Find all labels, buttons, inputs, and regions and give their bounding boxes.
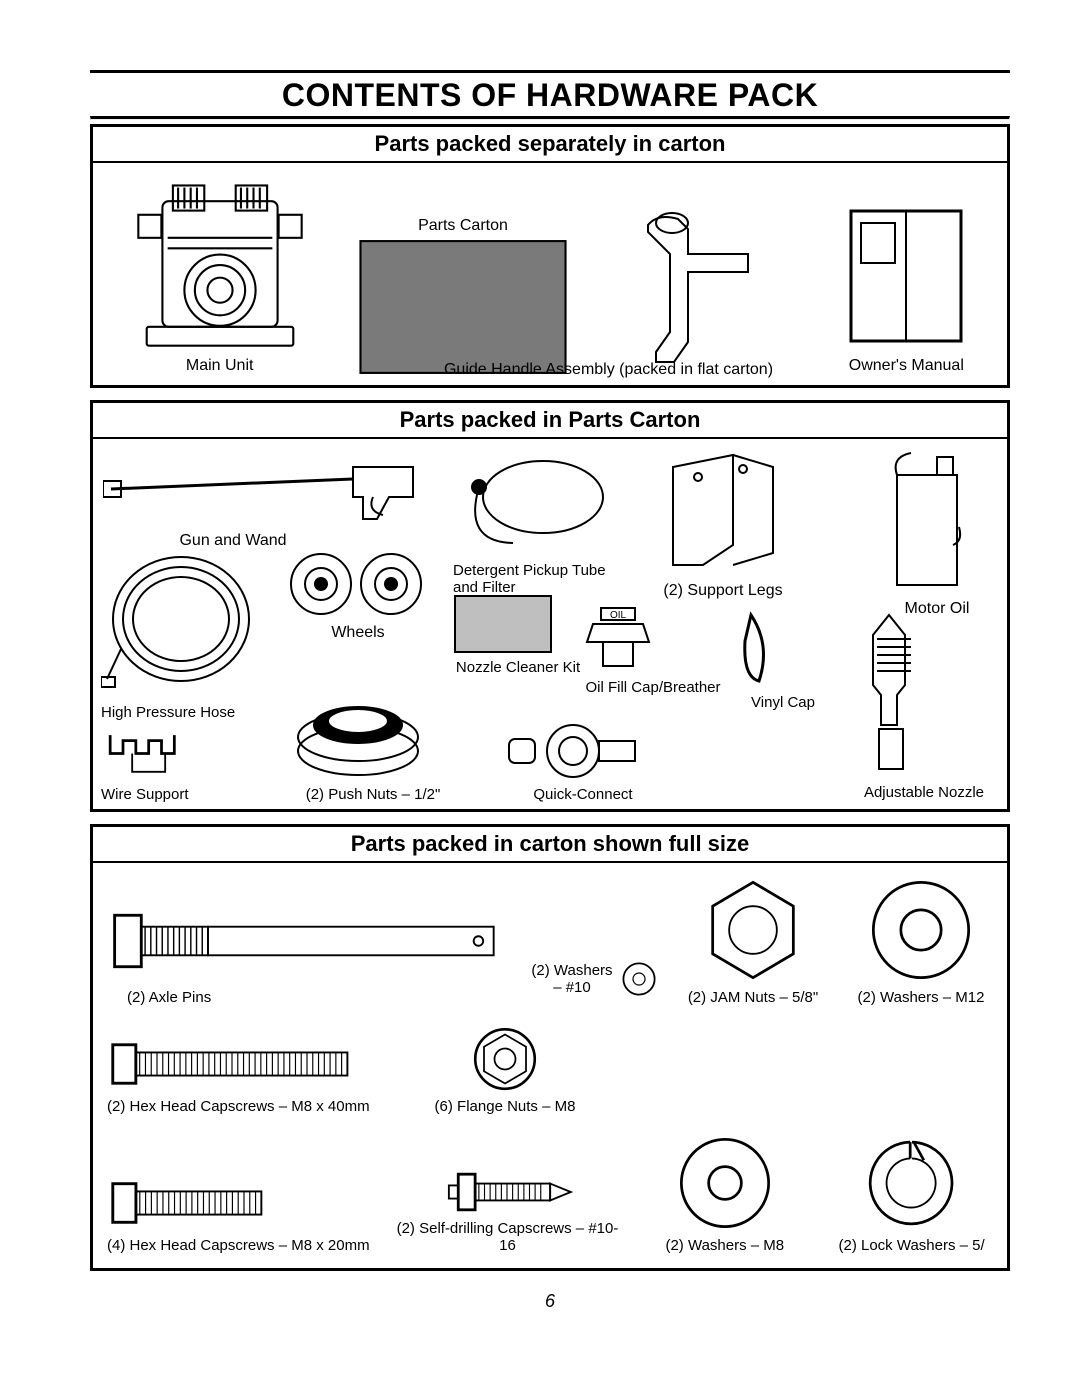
vinyl-cap-label: Vinyl Cap	[733, 694, 833, 711]
vinyl-cap-icon	[733, 609, 783, 689]
section-full-size-header: Parts packed in carton shown full size	[93, 827, 1007, 863]
item-washers-10: (2) Washers – #10	[531, 952, 657, 1006]
hose-icon	[101, 539, 261, 699]
item-hose: High Pressure Hose	[101, 539, 271, 721]
detergent-icon	[453, 447, 613, 557]
item-flange-nuts: (6) Flange Nuts – M8	[417, 1024, 593, 1115]
item-washers-m8: (2) Washers – M8	[643, 1133, 806, 1254]
item-gun-wand: Gun and Wand	[103, 457, 443, 550]
self-drilling-icon	[432, 1168, 582, 1216]
nozzle-cleaner-label: Nozzle Cleaner Kit	[453, 659, 583, 676]
motor-oil-icon	[877, 445, 977, 595]
washers-m8-label: (2) Washers – M8	[665, 1237, 784, 1254]
wheels-icon	[283, 549, 433, 619]
hose-label: High Pressure Hose	[101, 704, 271, 721]
hex-m8-40-icon	[107, 1035, 357, 1093]
item-oil-fill: OIL Oil Fill Cap/Breather	[573, 604, 733, 696]
jam-nuts-label: (2) JAM Nuts – 5/8"	[688, 989, 818, 1006]
owners-manual-icon	[841, 203, 971, 353]
item-main-unit: Main Unit	[107, 175, 332, 375]
section-full-size: Parts packed in carton shown full size (…	[90, 824, 1010, 1271]
owners-manual-label: Owner's Manual	[849, 357, 964, 375]
main-unit-icon	[125, 175, 315, 353]
item-support-legs: (2) Support Legs	[643, 447, 803, 600]
section-parts-carton-header: Parts packed in Parts Carton	[93, 403, 1007, 439]
title-underline	[90, 116, 1010, 120]
wire-support-label: Wire Support	[101, 786, 251, 803]
oil-fill-icon: OIL	[573, 604, 663, 674]
parts-carton-icon	[358, 239, 568, 375]
item-self-drilling: (2) Self-drilling Capscrews – #10-16	[396, 1168, 620, 1254]
quick-connect-icon	[503, 721, 643, 781]
item-detergent: Detergent Pickup Tube and Filter	[453, 447, 623, 596]
washers-m8-icon	[675, 1133, 775, 1233]
item-nozzle-cleaner: Nozzle Cleaner Kit	[453, 594, 583, 676]
lock-washers-icon	[862, 1133, 962, 1233]
item-guide-handle	[594, 205, 802, 375]
svg-text:OIL: OIL	[610, 610, 627, 621]
item-hex-m8-20: (4) Hex Head Capscrews – M8 x 20mm	[107, 1174, 372, 1254]
item-axle-pins: (2) Axle Pins	[107, 898, 507, 1006]
top-rule	[90, 70, 1010, 73]
flange-nuts-icon	[470, 1024, 540, 1094]
support-legs-label: (2) Support Legs	[643, 582, 803, 600]
jam-nuts-icon	[698, 875, 808, 985]
item-adjustable-nozzle: Adjustable Nozzle	[849, 609, 999, 801]
nozzle-cleaner-icon	[453, 594, 553, 654]
item-push-nuts: (2) Push Nuts – 1/2"	[288, 681, 458, 803]
axle-pins-icon	[107, 898, 507, 984]
lock-washers-label: (2) Lock Washers – 5/	[839, 1237, 985, 1254]
wheels-label: Wheels	[283, 624, 433, 642]
hex-m8-40-label: (2) Hex Head Capscrews – M8 x 40mm	[107, 1098, 393, 1115]
washers-10-label: (2) Washers – #10	[531, 962, 613, 996]
oil-fill-label: Oil Fill Cap/Breather	[573, 679, 733, 696]
item-washers-m12: (2) Washers – M12	[849, 875, 993, 1006]
wire-support-icon	[101, 726, 211, 781]
page-number: 6	[90, 1291, 1010, 1312]
washers-m12-icon	[866, 875, 976, 985]
section-separate: Parts packed separately in carton	[90, 124, 1010, 388]
item-parts-carton: Parts Carton	[350, 217, 575, 375]
support-legs-icon	[643, 447, 793, 577]
section-separate-header: Parts packed separately in carton	[93, 127, 1007, 163]
flange-nuts-label: (6) Flange Nuts – M8	[435, 1098, 576, 1115]
washers-10-icon	[621, 952, 657, 1006]
item-vinyl-cap: Vinyl Cap	[733, 609, 833, 711]
detergent-label: Detergent Pickup Tube and Filter	[453, 562, 623, 596]
parts-carton-label: Parts Carton	[418, 217, 508, 235]
guide-handle-label: Guide Handle Assembly (packed in flat ca…	[444, 361, 773, 379]
quick-connect-label: Quick-Connect	[503, 786, 663, 803]
item-jam-nuts: (2) JAM Nuts – 5/8"	[681, 875, 825, 1006]
item-hex-m8-40: (2) Hex Head Capscrews – M8 x 40mm	[107, 1035, 393, 1115]
guide-handle-icon	[618, 205, 778, 375]
item-owners-manual: Owner's Manual	[820, 203, 993, 375]
axle-pins-label: (2) Axle Pins	[107, 989, 507, 1006]
hex-m8-20-label: (4) Hex Head Capscrews – M8 x 20mm	[107, 1237, 372, 1254]
adjustable-nozzle-icon	[849, 609, 939, 779]
item-wheels: Wheels	[283, 549, 433, 642]
push-nuts-icon	[288, 681, 428, 781]
main-unit-label: Main Unit	[186, 357, 254, 375]
washers-m12-label: (2) Washers – M12	[858, 989, 985, 1006]
adjustable-nozzle-label: Adjustable Nozzle	[849, 784, 999, 801]
hex-m8-20-icon	[107, 1174, 271, 1232]
item-wire-support: Wire Support	[101, 726, 251, 803]
item-motor-oil: Motor Oil	[877, 445, 997, 618]
self-drilling-label: (2) Self-drilling Capscrews – #10-16	[396, 1220, 620, 1254]
item-quick-connect: Quick-Connect	[503, 721, 663, 803]
gun-wand-icon	[103, 457, 443, 527]
section-parts-carton: Parts packed in Parts Carton Gun and Wan…	[90, 400, 1010, 812]
page-title: CONTENTS OF HARDWARE PACK	[90, 77, 1010, 114]
document-page: CONTENTS OF HARDWARE PACK Parts packed s…	[0, 0, 1080, 1332]
item-lock-washers: (2) Lock Washers – 5/	[830, 1133, 993, 1254]
push-nuts-label: (2) Push Nuts – 1/2"	[288, 786, 458, 803]
